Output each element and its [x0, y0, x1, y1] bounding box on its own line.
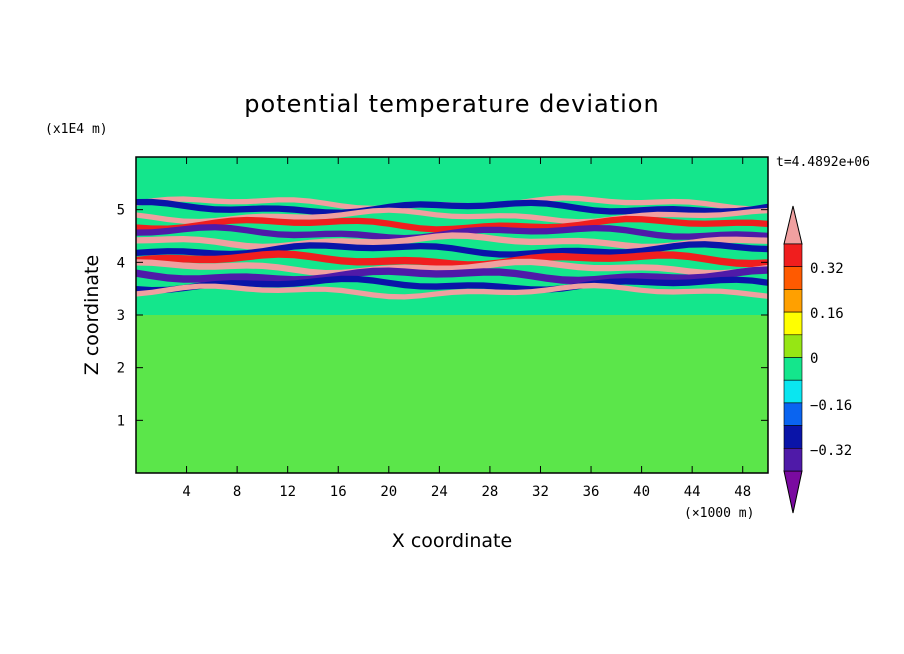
field-bands [136, 195, 768, 473]
colorbar-segment [783, 447, 803, 472]
colorbar-segment [783, 402, 803, 426]
y-tick-label: 2 [117, 361, 125, 377]
colorbar-segment [783, 289, 803, 313]
x-tick-label: 20 [380, 484, 397, 500]
field-band [136, 250, 768, 269]
colorbar-tick-label: 0.16 [810, 306, 844, 322]
colorbar-segment [783, 266, 803, 290]
colorbar-tick-label: 0.32 [810, 261, 844, 277]
field-band [136, 275, 768, 294]
x-tick-label: 16 [330, 484, 347, 500]
x-tick-label: 44 [684, 484, 701, 500]
y-tick-label: 1 [117, 413, 125, 429]
field-band [136, 215, 768, 233]
x-axis-label: X coordinate [392, 530, 512, 552]
field-lower-layer [136, 315, 768, 473]
colorbar-segment [783, 243, 803, 268]
time-label: t=4.4892e+06 [776, 155, 870, 170]
field-band [136, 198, 768, 216]
colorbar-tick-label: −0.32 [810, 443, 852, 459]
field-band [136, 241, 768, 258]
field-band [136, 258, 768, 277]
x-tick-label: 48 [734, 484, 751, 500]
y-axis: 1 2 3 4 5 [117, 203, 768, 429]
chart-title: potential temperature deviation [244, 90, 659, 118]
x-tick-label: 12 [279, 484, 296, 500]
contour-field [136, 157, 768, 473]
colorbar-segment [783, 311, 803, 336]
colorbar-tick-label: −0.16 [810, 398, 852, 414]
x-tick-label: 36 [583, 484, 600, 500]
y-axis-label: Z coordinate [81, 255, 103, 375]
y-unit-label: (x1E4 m) [45, 122, 108, 137]
y-tick-label: 4 [117, 255, 125, 271]
colorbar-segment [783, 334, 803, 358]
colorbar-segment [783, 379, 803, 404]
x-axis: 4 8 12 16 20 24 28 32 36 40 44 48 [182, 157, 751, 500]
x-tick-label: 24 [431, 484, 448, 500]
field-band [136, 282, 768, 300]
colorbar-segment [783, 357, 803, 381]
colorbar-segment [783, 425, 803, 449]
y-tick-label: 5 [117, 203, 125, 219]
x-tick-label: 8 [233, 484, 241, 500]
x-tick-label: 28 [481, 484, 498, 500]
colorbar-extend-bottom [783, 470, 803, 514]
colorbar-tick-label: 0 [810, 351, 818, 367]
x-tick-label: 4 [182, 484, 190, 500]
colorbar-extend-top [783, 205, 803, 245]
x-unit-label: (×1000 m) [684, 506, 754, 521]
x-tick-label: 32 [532, 484, 549, 500]
y-tick-label: 3 [117, 308, 125, 324]
x-tick-label: 40 [633, 484, 650, 500]
colorbar: 0.32 0.16 0 −0.16 −0.32 [783, 205, 852, 514]
